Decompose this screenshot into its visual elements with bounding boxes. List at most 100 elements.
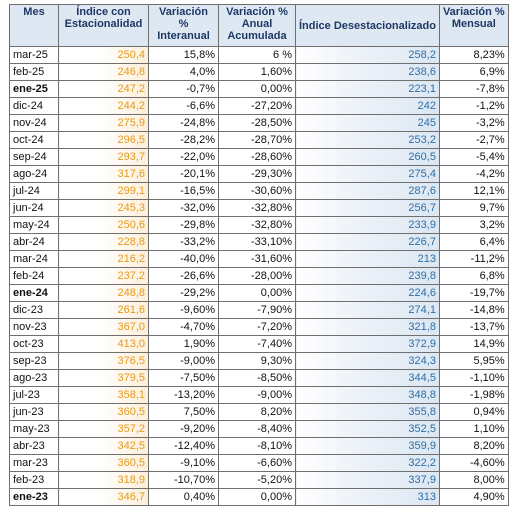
cell-indice-estacionalidad: 360,5 bbox=[58, 454, 149, 472]
cell-variacion-interanual: -26,6% bbox=[148, 267, 219, 285]
cell-indice-desestacionalizado: 256,7 bbox=[295, 199, 440, 217]
cell-indice-desestacionalizado: 239,8 bbox=[295, 267, 440, 285]
cell-variacion-mensual: -7,8% bbox=[438, 80, 509, 98]
table-row: mar-23 360,5 -9,10% -6,60% 322,2 -4,60% bbox=[9, 454, 509, 472]
cell-mes: ago-23 bbox=[9, 369, 59, 387]
cell-mes: feb-23 bbox=[9, 471, 59, 489]
cell-variacion-interanual: -24,8% bbox=[148, 114, 219, 132]
cell-variacion-acumulada: -28,70% bbox=[218, 131, 296, 149]
cell-variacion-mensual: -11,2% bbox=[438, 250, 509, 268]
table-row: mar-25 250,4 15,8% 6 % 258,2 8,23% bbox=[9, 46, 509, 64]
table-row: ene-24 248,8 -29,2% 0,00% 224,6 -19,7% bbox=[9, 284, 509, 302]
cell-variacion-interanual: -28,2% bbox=[148, 131, 219, 149]
cell-indice-desestacionalizado: 322,2 bbox=[295, 454, 440, 472]
table-row: may-24 250,6 -29,8% -32,80% 233,9 3,2% bbox=[9, 216, 509, 234]
cell-variacion-acumulada: -27,20% bbox=[218, 97, 296, 115]
header-indice-estacionalidad: Índice con Estacionalidad bbox=[58, 4, 149, 47]
table-row: oct-23 413,0 1,90% -7,40% 372,9 14,9% bbox=[9, 335, 509, 353]
cell-indice-estacionalidad: 413,0 bbox=[58, 335, 149, 353]
cell-indice-desestacionalizado: 275,4 bbox=[295, 165, 440, 183]
cell-variacion-mensual: -1,10% bbox=[438, 369, 509, 387]
cell-variacion-acumulada: -7,20% bbox=[218, 318, 296, 336]
cell-variacion-mensual: -14,8% bbox=[438, 301, 509, 319]
cell-variacion-acumulada: -5,20% bbox=[218, 471, 296, 489]
cell-variacion-acumulada: -8,40% bbox=[218, 420, 296, 438]
cell-variacion-acumulada: 0,00% bbox=[218, 488, 296, 506]
cell-indice-desestacionalizado: 324,3 bbox=[295, 352, 440, 370]
cell-indice-estacionalidad: 360,5 bbox=[58, 403, 149, 421]
cell-indice-estacionalidad: 248,8 bbox=[58, 284, 149, 302]
cell-indice-estacionalidad: 367,0 bbox=[58, 318, 149, 336]
cell-mes: nov-24 bbox=[9, 114, 59, 132]
table-row: may-23 357,2 -9,20% -8,40% 352,5 1,10% bbox=[9, 420, 509, 438]
table-row: abr-24 228,8 -33,2% -33,10% 226,7 6,4% bbox=[9, 233, 509, 251]
cell-indice-desestacionalizado: 313 bbox=[295, 488, 440, 506]
cell-variacion-mensual: 3,2% bbox=[438, 216, 509, 234]
cell-variacion-acumulada: -7,90% bbox=[218, 301, 296, 319]
cell-indice-desestacionalizado: 260,5 bbox=[295, 148, 440, 166]
table-row: jul-23 358,1 -13,20% -9,00% 348,8 -1,98% bbox=[9, 386, 509, 404]
cell-variacion-acumulada: -8,10% bbox=[218, 437, 296, 455]
cell-variacion-mensual: -13,7% bbox=[438, 318, 509, 336]
cell-variacion-interanual: 4,0% bbox=[148, 63, 219, 81]
cell-variacion-mensual: 6,9% bbox=[438, 63, 509, 81]
cell-indice-estacionalidad: 247,2 bbox=[58, 80, 149, 98]
cell-mes: mar-25 bbox=[9, 46, 59, 64]
cell-mes: feb-25 bbox=[9, 63, 59, 81]
table-row: dic-24 244,2 -6,6% -27,20% 242 -1,2% bbox=[9, 97, 509, 115]
cell-mes: ene-24 bbox=[9, 284, 59, 302]
cell-indice-estacionalidad: 246,8 bbox=[58, 63, 149, 81]
cell-variacion-interanual: -6,6% bbox=[148, 97, 219, 115]
cell-variacion-acumulada: -7,40% bbox=[218, 335, 296, 353]
cell-variacion-interanual: 1,90% bbox=[148, 335, 219, 353]
table-row: feb-24 237,2 -26,6% -28,00% 239,8 6,8% bbox=[9, 267, 509, 285]
cell-mes: sep-23 bbox=[9, 352, 59, 370]
cell-indice-estacionalidad: 244,2 bbox=[58, 97, 149, 115]
cell-indice-desestacionalizado: 352,5 bbox=[295, 420, 440, 438]
header-variacion-interanual: Variación% Interanual bbox=[148, 4, 219, 47]
cell-indice-desestacionalizado: 372,9 bbox=[295, 335, 440, 353]
cell-variacion-mensual: -5,4% bbox=[438, 148, 509, 166]
cell-variacion-interanual: -40,0% bbox=[148, 250, 219, 268]
cell-variacion-interanual: -22,0% bbox=[148, 148, 219, 166]
cell-mes: dic-24 bbox=[9, 97, 59, 115]
cell-indice-estacionalidad: 379,5 bbox=[58, 369, 149, 387]
cell-mes: ene-25 bbox=[9, 80, 59, 98]
cell-variacion-acumulada: 8,20% bbox=[218, 403, 296, 421]
cell-mes: abr-23 bbox=[9, 437, 59, 455]
cell-indice-desestacionalizado: 321,8 bbox=[295, 318, 440, 336]
cell-mes: may-23 bbox=[9, 420, 59, 438]
table-row: sep-23 376,5 -9,00% 9,30% 324,3 5,95% bbox=[9, 352, 509, 370]
table-row: abr-23 342,5 -12,40% -8,10% 359,9 8,20% bbox=[9, 437, 509, 455]
cell-indice-desestacionalizado: 238,6 bbox=[295, 63, 440, 81]
cell-indice-estacionalidad: 317,6 bbox=[58, 165, 149, 183]
cell-mes: dic-23 bbox=[9, 301, 59, 319]
cell-variacion-interanual: -32,0% bbox=[148, 199, 219, 217]
cell-variacion-mensual: 5,95% bbox=[438, 352, 509, 370]
cell-indice-desestacionalizado: 359,9 bbox=[295, 437, 440, 455]
cell-variacion-interanual: 0,40% bbox=[148, 488, 219, 506]
cell-variacion-interanual: -4,70% bbox=[148, 318, 219, 336]
cell-variacion-interanual: -33,2% bbox=[148, 233, 219, 251]
cell-variacion-acumulada: -28,60% bbox=[218, 148, 296, 166]
table-row: feb-25 246,8 4,0% 1,60% 238,6 6,9% bbox=[9, 63, 509, 81]
cell-indice-desestacionalizado: 213 bbox=[295, 250, 440, 268]
cell-indice-estacionalidad: 357,2 bbox=[58, 420, 149, 438]
cell-variacion-interanual: -7,50% bbox=[148, 369, 219, 387]
cell-indice-desestacionalizado: 245 bbox=[295, 114, 440, 132]
cell-indice-desestacionalizado: 274,1 bbox=[295, 301, 440, 319]
cell-variacion-mensual: 1,10% bbox=[438, 420, 509, 438]
cell-mes: oct-23 bbox=[9, 335, 59, 353]
cell-variacion-interanual: -20,1% bbox=[148, 165, 219, 183]
cell-mes: ago-24 bbox=[9, 165, 59, 183]
cell-mes: jun-23 bbox=[9, 403, 59, 421]
cell-variacion-acumulada: -31,60% bbox=[218, 250, 296, 268]
cell-indice-estacionalidad: 275,9 bbox=[58, 114, 149, 132]
cell-variacion-acumulada: 0,00% bbox=[218, 80, 296, 98]
cell-variacion-acumulada: 9,30% bbox=[218, 352, 296, 370]
cell-variacion-interanual: -9,20% bbox=[148, 420, 219, 438]
table-row: jul-24 299,1 -16,5% -30,60% 287,6 12,1% bbox=[9, 182, 509, 200]
cell-variacion-mensual: -4,2% bbox=[438, 165, 509, 183]
table-row: nov-23 367,0 -4,70% -7,20% 321,8 -13,7% bbox=[9, 318, 509, 336]
table-row: ene-25 247,2 -0,7% 0,00% 223,1 -7,8% bbox=[9, 80, 509, 98]
